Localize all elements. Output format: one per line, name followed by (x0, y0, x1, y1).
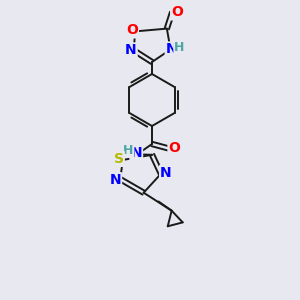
Text: N: N (166, 43, 177, 56)
Text: N: N (110, 173, 121, 187)
Text: O: O (126, 23, 138, 38)
Text: N: N (130, 146, 142, 160)
Text: H: H (174, 41, 185, 54)
Text: O: O (171, 5, 183, 20)
Text: O: O (169, 141, 180, 155)
Text: H: H (123, 144, 134, 157)
Text: N: N (125, 44, 137, 58)
Text: N: N (160, 166, 172, 180)
Text: S: S (114, 152, 124, 166)
